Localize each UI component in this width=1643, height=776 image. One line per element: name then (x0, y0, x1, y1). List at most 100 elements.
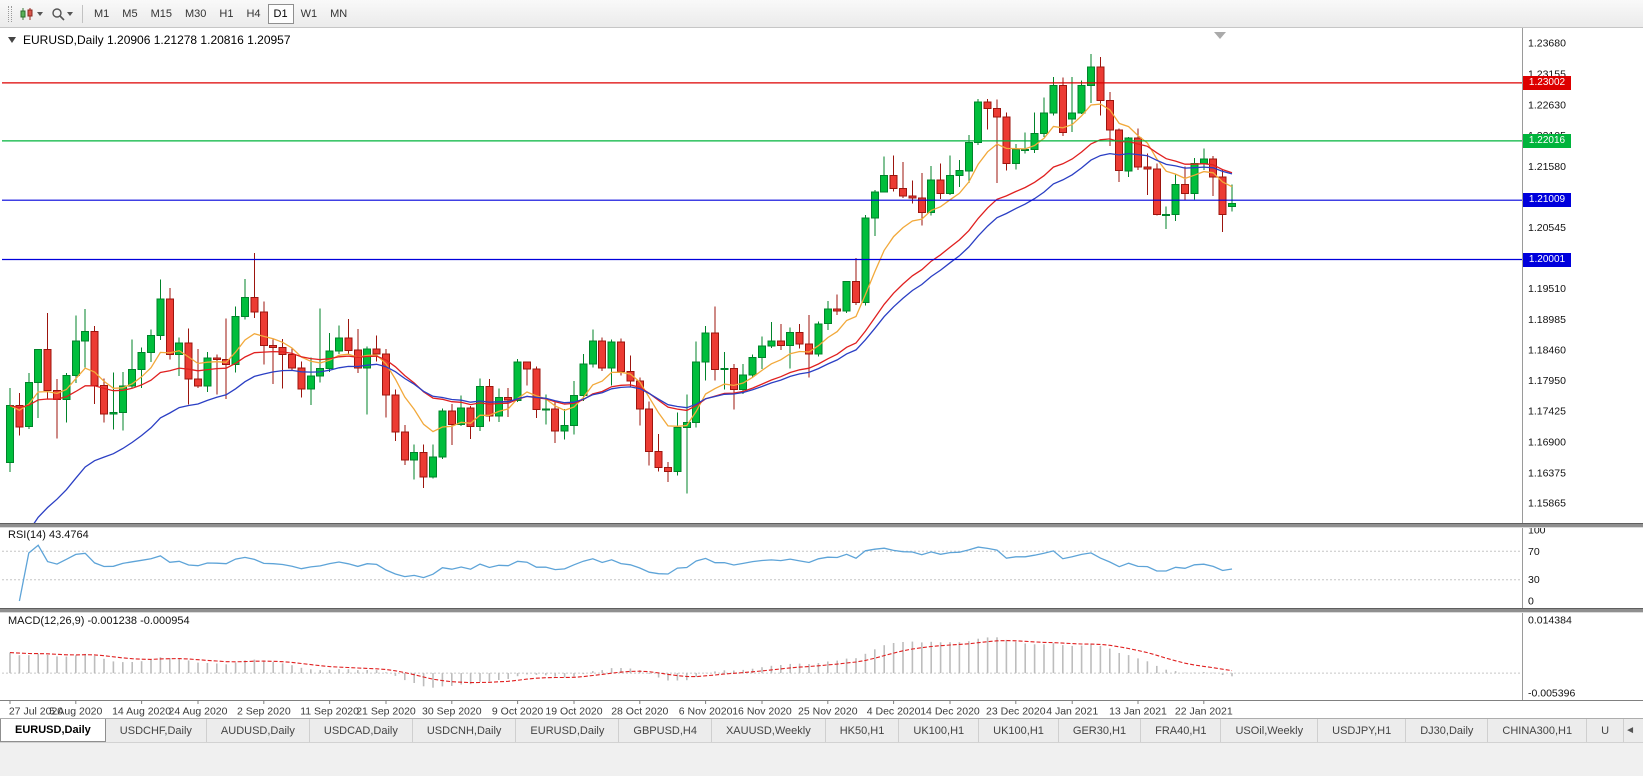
axis-label: 70 (1528, 546, 1540, 558)
candle (410, 452, 419, 461)
chart-tab-UK100-H1[interactable]: UK100,H1 (979, 719, 1059, 742)
chart-canvas[interactable]: 1.236801.231551.226301.221051.215801.210… (0, 28, 1643, 718)
macd-signal-line (9, 640, 1233, 684)
date-label: 30 Sep 2020 (422, 706, 482, 718)
date-label: 9 Oct 2020 (492, 706, 544, 718)
chart-tab-USOil-Weekly[interactable]: USOil,Weekly (1221, 719, 1319, 742)
chart-title-row: EURUSD,Daily 1.20906 1.21278 1.20816 1.2… (8, 33, 291, 47)
chart-tab-USDCNH-Daily[interactable]: USDCNH,Daily (412, 719, 517, 742)
candle (673, 426, 682, 472)
price-badge-1.23002[interactable]: 1.23002 (1523, 76, 1571, 90)
candle (118, 385, 127, 414)
candle (720, 368, 729, 371)
candle (1105, 100, 1114, 131)
chart-tab-GBPUSD-H4[interactable]: GBPUSD,H4 (619, 719, 712, 742)
timeframe-button-H4[interactable]: H4 (240, 4, 266, 24)
chart-tab-EURUSD-Daily[interactable]: EURUSD,Daily (0, 719, 106, 742)
candle (983, 101, 992, 109)
price-badge-1.22016[interactable]: 1.22016 (1523, 134, 1571, 148)
price-badge-1.20001[interactable]: 1.20001 (1523, 253, 1571, 267)
timeframe-button-M30[interactable]: M30 (179, 4, 212, 24)
candle (81, 330, 90, 342)
candle (466, 407, 475, 428)
candle (353, 349, 362, 369)
axis-label: 1.20545 (1528, 222, 1566, 234)
one-click-trading-arrow-icon[interactable] (8, 37, 16, 43)
timeframe-button-W1[interactable]: W1 (295, 4, 324, 24)
chart-tab-AUDUSD-Daily[interactable]: AUDUSD,Daily (206, 719, 310, 742)
candle (1040, 112, 1048, 135)
candle (184, 342, 193, 380)
chart-tab-DJ30-Daily[interactable]: DJ30,Daily (1406, 719, 1489, 742)
candle (1134, 137, 1142, 168)
candle (729, 368, 738, 391)
chart-tab-HK50-H1[interactable]: HK50,H1 (825, 719, 900, 742)
price-badge-1.21009[interactable]: 1.21009 (1523, 193, 1571, 207)
chart-window: 1.236801.231551.226301.221051.215801.210… (0, 28, 1643, 718)
chart-tab-UK100-H1[interactable]: UK100,H1 (899, 719, 980, 742)
zoom-mode-button[interactable] (47, 3, 77, 25)
chart-tab-GER30-H1[interactable]: GER30,H1 (1058, 719, 1142, 742)
candle (1058, 84, 1067, 133)
date-label: 14 Aug 2020 (112, 706, 171, 718)
axis-label: 1.17950 (1528, 375, 1566, 387)
axis-label: 0 (1528, 596, 1534, 608)
chart-tab-USDCHF-Daily[interactable]: USDCHF,Daily (105, 719, 207, 742)
candle (476, 386, 484, 428)
chart-tab-USDCAD-Daily[interactable]: USDCAD,Daily (309, 719, 413, 742)
candle (1087, 66, 1095, 86)
timeframe-button-H1[interactable]: H1 (213, 4, 239, 24)
chart-tab-USDJPY-H1[interactable]: USDJPY,H1 (1318, 719, 1407, 742)
candle (1162, 213, 1171, 216)
candle (137, 352, 146, 371)
chart-tab-EURUSD-Daily[interactable]: EURUSD,Daily (516, 719, 620, 742)
tab-scroll-left-button[interactable]: ◄ (1625, 724, 1635, 736)
candle (457, 407, 466, 425)
candle (306, 375, 315, 390)
candle (297, 367, 306, 390)
date-label: 4 Dec 2020 (867, 706, 921, 718)
price-plot (6, 54, 1236, 523)
timeframe-button-D1[interactable]: D1 (267, 3, 294, 24)
candle (372, 348, 381, 355)
panel-separator[interactable] (0, 523, 1643, 528)
timeframe-button-MN[interactable]: MN (324, 4, 353, 24)
candle (861, 217, 870, 304)
chart-shift-marker[interactable] (1214, 32, 1226, 39)
candle (786, 332, 795, 347)
candle (588, 340, 597, 365)
chart-tab-U[interactable]: U (1587, 719, 1625, 742)
candle (100, 385, 108, 415)
axis-label: 1.18985 (1528, 314, 1566, 326)
date-label: 5 Aug 2020 (49, 706, 102, 718)
candle (560, 425, 569, 432)
candle (231, 316, 240, 365)
timeframe-button-M5[interactable]: M5 (116, 4, 143, 24)
candle (429, 456, 437, 478)
candle (438, 410, 447, 458)
timeframe-button-M15[interactable]: M15 (145, 4, 178, 24)
candle (62, 375, 71, 401)
date-label: 4 Jan 2021 (1046, 706, 1098, 718)
panel-separator[interactable] (0, 608, 1643, 613)
candle (278, 346, 287, 355)
axis-label: 1.22630 (1528, 99, 1566, 111)
chart-tab-CHINA300-H1[interactable]: CHINA300,H1 (1488, 719, 1588, 742)
candle (259, 311, 268, 347)
candle (1021, 149, 1030, 151)
toolbar-grip[interactable] (8, 5, 12, 22)
chart-tab-XAUUSD-Weekly[interactable]: XAUUSD,Weekly (711, 719, 826, 742)
candle (147, 335, 155, 354)
chart-tab-FRA40-H1[interactable]: FRA40,H1 (1141, 719, 1222, 742)
candle (974, 101, 983, 143)
chart-type-button[interactable] (16, 3, 47, 25)
candle (645, 408, 654, 453)
axis-label: 1.17425 (1528, 406, 1566, 418)
date-label: 2 Sep 2020 (237, 706, 291, 718)
timeframe-button-M1[interactable]: M1 (88, 4, 115, 24)
candle (814, 323, 823, 355)
rsi-panel (18, 544, 1233, 602)
date-label: 13 Jan 2021 (1109, 706, 1167, 718)
